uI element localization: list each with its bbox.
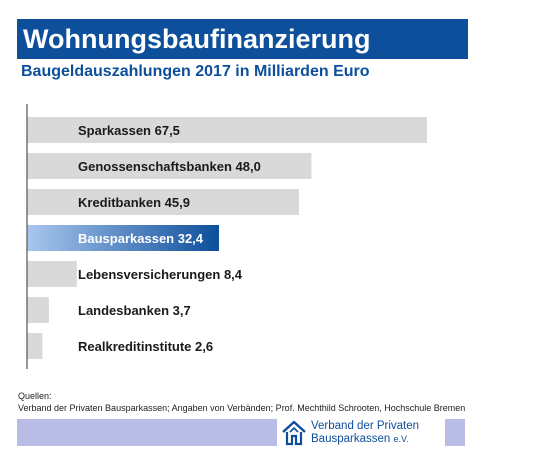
- bar-lebensversicherungen: [27, 261, 77, 287]
- page-title: Wohnungsbaufinanzierung: [23, 24, 371, 54]
- bar-genossenschaftsbanken: [27, 153, 312, 179]
- bar-label-kreditbanken: Kreditbanken 45,9: [78, 195, 190, 210]
- footer-band: [17, 419, 277, 446]
- bar-kreditbanken: [27, 189, 299, 215]
- footer-band-end: [445, 419, 465, 446]
- logo-text: Verband der Privaten Bausparkassen e.V.: [311, 420, 419, 446]
- bar-label-sparkassen: Sparkassen 67,5: [78, 123, 180, 138]
- bar-label-lebensversicherungen: Lebensversicherungen 8,4: [78, 267, 243, 282]
- logo-line-1: Verband der Privaten: [311, 420, 420, 432]
- sources: Quellen: Verband der Privaten Bausparkas…: [18, 390, 465, 414]
- bar-bausparkassen: [27, 225, 219, 251]
- house-outline-icon: [282, 420, 306, 446]
- sources-text: Verband der Privaten Bausparkassen; Anga…: [18, 403, 466, 413]
- bar-landesbanken: [27, 297, 49, 323]
- bar-label-bausparkassen: Bausparkassen 32,4: [78, 231, 204, 246]
- logo-line-2-suffix: e.V.: [393, 434, 409, 444]
- title-bar: Wohnungsbaufinanzierung: [17, 19, 468, 59]
- sources-label: Quellen:: [18, 391, 52, 401]
- bar-label-genossenschaftsbanken: Genossenschaftsbanken 48,0: [78, 159, 261, 174]
- association-logo: Verband der Privaten Bausparkassen e.V.: [281, 419, 443, 447]
- bar-label-landesbanken: Landesbanken 3,7: [78, 303, 191, 318]
- page-subtitle: Baugeldauszahlungen 2017 in Milliarden E…: [21, 63, 370, 80]
- bar-realkreditinstitute: [27, 333, 43, 359]
- bar-sparkassen: [27, 117, 427, 143]
- bar-label-realkreditinstitute: Realkreditinstitute 2,6: [78, 339, 213, 354]
- logo-line-2: Bausparkassen: [311, 433, 391, 445]
